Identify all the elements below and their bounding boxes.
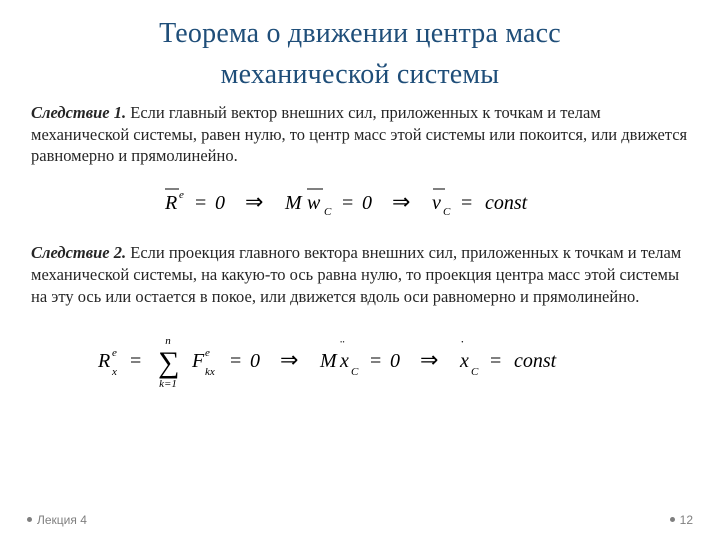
svg-text:=: = bbox=[230, 350, 241, 372]
corollary-1-equation: R e = 0 ⇒ M w C = 0 ⇒ v C bbox=[29, 184, 691, 220]
svg-text:x: x bbox=[459, 350, 469, 372]
svg-text:0: 0 bbox=[215, 192, 225, 214]
svg-text:k=1: k=1 bbox=[159, 378, 177, 390]
svg-text:C: C bbox=[324, 206, 332, 218]
svg-text:=: = bbox=[342, 192, 353, 214]
svg-text:⇒: ⇒ bbox=[280, 347, 298, 372]
footer-right: 12 bbox=[670, 513, 693, 527]
corollary-2-paragraph: Следствие 2. Если проекция главного вект… bbox=[29, 242, 691, 307]
svg-text:=: = bbox=[490, 350, 501, 372]
svg-text:F: F bbox=[191, 350, 205, 372]
svg-text:const: const bbox=[514, 350, 557, 372]
svg-text:=: = bbox=[370, 350, 381, 372]
svg-text:⇒: ⇒ bbox=[420, 347, 438, 372]
corollary-1-text: Если главный вектор внешних сил, приложе… bbox=[31, 103, 687, 166]
svg-text:R: R bbox=[164, 192, 177, 214]
svg-text:C: C bbox=[443, 206, 451, 218]
svg-text:0: 0 bbox=[390, 350, 400, 372]
svg-text:w: w bbox=[307, 192, 321, 214]
equation-1-svg: R e = 0 ⇒ M w C = 0 ⇒ v C bbox=[145, 184, 575, 220]
corollary-2-equation: R e x = ∑ n k=1 F e kx = 0 ⇒ M ¨ bbox=[29, 332, 691, 390]
title-line-2: механической системы bbox=[221, 59, 500, 90]
svg-text:e: e bbox=[112, 347, 117, 359]
footer-left-text: Лекция 4 bbox=[37, 513, 87, 527]
footer-left: Лекция 4 bbox=[27, 513, 87, 527]
svg-text:n: n bbox=[165, 335, 171, 347]
svg-text:∑: ∑ bbox=[158, 346, 179, 379]
svg-text:0: 0 bbox=[362, 192, 372, 214]
svg-text:x: x bbox=[111, 366, 117, 378]
corollary-1-paragraph: Следствие 1. Если главный вектор внешних… bbox=[29, 102, 691, 167]
svg-text:=: = bbox=[195, 192, 206, 214]
svg-text:x: x bbox=[339, 350, 349, 372]
slide-title: Теорема о движении центра масс механичес… bbox=[29, 13, 691, 96]
svg-text:=: = bbox=[130, 350, 141, 372]
svg-text:v: v bbox=[432, 192, 441, 214]
svg-text:e: e bbox=[205, 347, 210, 359]
svg-text:kx: kx bbox=[205, 366, 215, 378]
slide-footer: Лекция 4 12 bbox=[0, 513, 720, 527]
svg-text:e: e bbox=[179, 189, 184, 201]
svg-text:C: C bbox=[471, 366, 479, 378]
svg-text:M: M bbox=[319, 350, 338, 372]
svg-text:=: = bbox=[461, 192, 472, 214]
corollary-1-label: Следствие 1. bbox=[31, 103, 126, 122]
slide: Теорема о движении центра масс механичес… bbox=[0, 0, 720, 540]
bullet-icon bbox=[27, 517, 32, 522]
bullet-icon bbox=[670, 517, 675, 522]
svg-text:⇒: ⇒ bbox=[392, 189, 410, 214]
equation-2-svg: R e x = ∑ n k=1 F e kx = 0 ⇒ M ¨ bbox=[80, 332, 640, 390]
svg-text:⇒: ⇒ bbox=[245, 189, 263, 214]
corollary-2-text: Если проекция главного вектора внешних с… bbox=[31, 243, 681, 306]
title-line-1: Теорема о движении центра масс bbox=[159, 18, 561, 49]
svg-text:M: M bbox=[284, 192, 303, 214]
svg-text:0: 0 bbox=[250, 350, 260, 372]
footer-right-text: 12 bbox=[680, 513, 693, 527]
corollary-2-label: Следствие 2. bbox=[31, 243, 126, 262]
svg-text:R: R bbox=[97, 350, 110, 372]
svg-text:C: C bbox=[351, 366, 359, 378]
svg-text:const: const bbox=[485, 192, 528, 214]
